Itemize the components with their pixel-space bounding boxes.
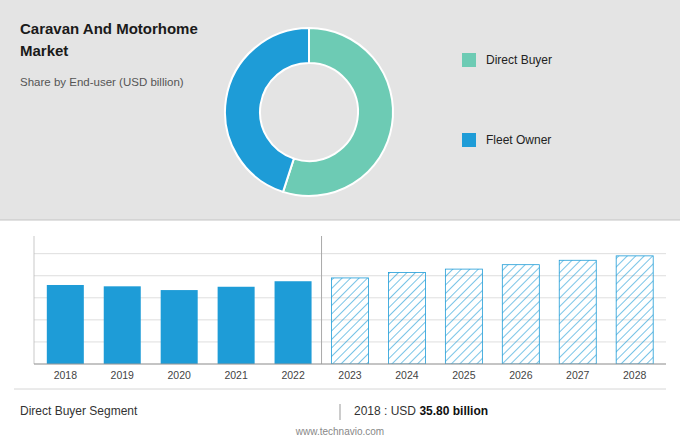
title: Market (20, 42, 68, 59)
top-panel (0, 0, 680, 220)
legend-swatch (462, 133, 476, 147)
footer-right: 2018 : USD 35.80 billion (354, 404, 488, 418)
footer-right-bold: 35.80 billion (419, 404, 488, 418)
panel-separator (0, 220, 680, 221)
grid-line (34, 253, 666, 254)
bar (275, 281, 312, 364)
footer-rule (14, 389, 666, 390)
x-tick-label: 2026 (509, 369, 533, 381)
legend-label: Direct Buyer (486, 53, 552, 67)
footer-left: Direct Buyer Segment (20, 404, 138, 418)
x-tick-label: 2023 (338, 369, 362, 381)
x-tick-label: 2027 (566, 369, 590, 381)
subtitle: Share by End-user (USD billion) (20, 76, 184, 88)
bar (104, 286, 141, 364)
bar (331, 278, 368, 364)
background (0, 0, 680, 440)
legend-label: Fleet Owner (486, 133, 551, 147)
legend-swatch (462, 53, 476, 67)
x-tick-label: 2019 (111, 369, 135, 381)
donut-slice (225, 28, 309, 192)
bar (218, 287, 255, 364)
x-tick-label: 2022 (281, 369, 305, 381)
grid-line (34, 364, 666, 365)
x-tick-label: 2024 (395, 369, 419, 381)
footer-right-normal: 2018 : USD (354, 404, 419, 418)
footer-divider (340, 404, 341, 420)
x-tick-label: 2021 (224, 369, 248, 381)
bar (161, 290, 198, 364)
forecast-separator (321, 236, 322, 364)
bar (616, 256, 653, 364)
chart-svg: Caravan And Motorhome Market Share by End-… (0, 0, 680, 440)
x-axis-line (34, 364, 666, 365)
bar (47, 285, 84, 364)
legend: Direct Buyer Fleet Owner (462, 53, 552, 147)
bar (559, 260, 596, 364)
bar (502, 265, 539, 364)
bar (388, 272, 425, 364)
bars (47, 256, 653, 364)
donut (225, 28, 393, 196)
grid (34, 254, 666, 364)
footer-website: www.technavio.com (295, 426, 384, 437)
bar (445, 269, 482, 364)
x-tick-label: 2018 (54, 369, 78, 381)
x-tick-label: 2028 (623, 369, 647, 381)
chart-root: Caravan And Motorhome Market Share by End-… (0, 0, 680, 440)
title: Caravan And Motorhome (20, 20, 198, 37)
x-tick-label: 2020 (168, 369, 192, 381)
x-tick-label: 2025 (452, 369, 476, 381)
y-axis-line (34, 236, 35, 364)
